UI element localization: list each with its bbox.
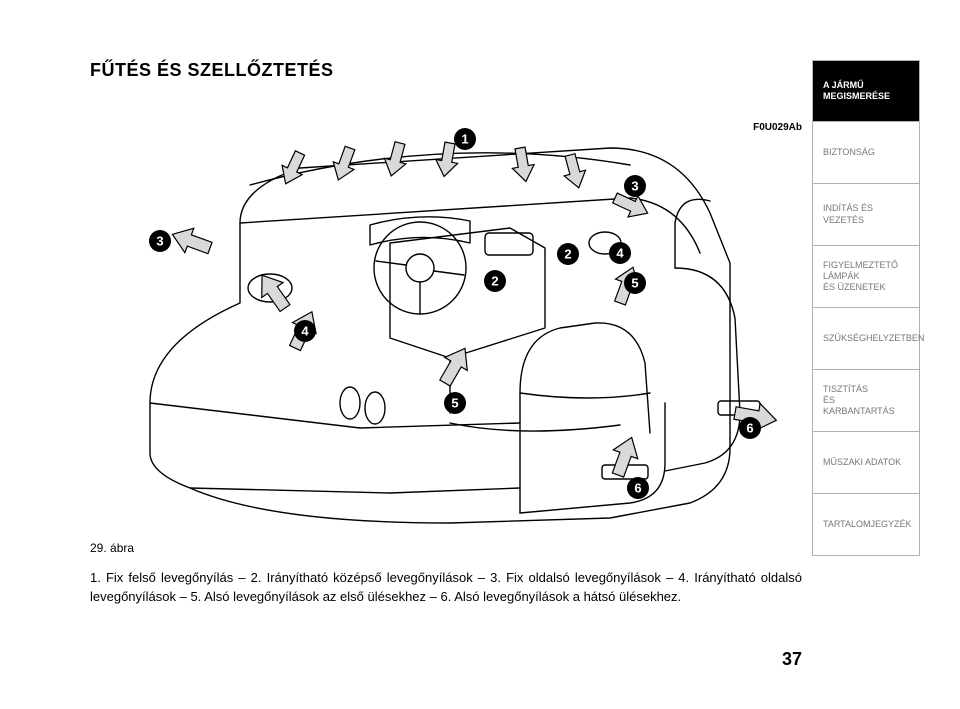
figure-label: 29. ábra (90, 541, 802, 555)
content-area: FŰTÉS ÉS SZELLŐZTETÉS F0U029Ab (90, 60, 802, 670)
nav-item-label: TARTALOMJEGYZÉK (823, 519, 912, 530)
section-nav: A JÁRMŰMEGISMERÉSE BIZTONSÁG INDÍTÁS ÉS … (812, 60, 920, 556)
nav-item-label: TISZTÍTÁSÉS KARBANTARTÁS (823, 384, 909, 418)
page-number: 37 (782, 649, 802, 670)
manual-page: FŰTÉS ÉS SZELLŐZTETÉS F0U029Ab (0, 0, 960, 709)
nav-item-specs[interactable]: MŰSZAKI ADATOK (812, 432, 920, 494)
svg-text:6: 6 (634, 481, 641, 496)
nav-item-driving[interactable]: INDÍTÁS ÉS VEZETÉS (812, 184, 920, 246)
svg-text:3: 3 (156, 234, 163, 249)
nav-item-label: A JÁRMŰMEGISMERÉSE (823, 80, 890, 103)
svg-text:6: 6 (746, 421, 753, 436)
svg-text:2: 2 (564, 247, 571, 262)
svg-text:5: 5 (631, 276, 638, 291)
svg-text:2: 2 (491, 274, 498, 289)
nav-item-label: FIGYELMEZTETŐLÁMPÁKÉS ÜZENETEK (823, 260, 898, 294)
nav-item-safety[interactable]: BIZTONSÁG (812, 122, 920, 184)
nav-item-emergency[interactable]: SZÜKSÉGHELYZETBEN (812, 308, 920, 370)
section-heading: FŰTÉS ÉS SZELLŐZTETÉS (90, 60, 802, 81)
nav-item-index[interactable]: TARTALOMJEGYZÉK (812, 494, 920, 556)
interior-vent-diagram: 13322454566 (90, 93, 802, 533)
nav-item-warnings[interactable]: FIGYELMEZTETŐLÁMPÁKÉS ÜZENETEK (812, 246, 920, 308)
figure-caption: 1. Fix felső levegőnyílás – 2. Irányítha… (90, 569, 802, 607)
nav-item-label: SZÜKSÉGHELYZETBEN (823, 333, 924, 344)
nav-item-label: MŰSZAKI ADATOK (823, 457, 901, 468)
svg-text:4: 4 (301, 324, 309, 339)
nav-item-maintenance[interactable]: TISZTÍTÁSÉS KARBANTARTÁS (812, 370, 920, 432)
nav-item-vehicle[interactable]: A JÁRMŰMEGISMERÉSE (812, 60, 920, 122)
nav-item-label: INDÍTÁS ÉS VEZETÉS (823, 203, 909, 226)
svg-text:5: 5 (451, 396, 458, 411)
svg-text:3: 3 (631, 179, 638, 194)
nav-item-label: BIZTONSÁG (823, 147, 875, 158)
svg-text:1: 1 (461, 132, 468, 147)
svg-text:4: 4 (616, 246, 624, 261)
